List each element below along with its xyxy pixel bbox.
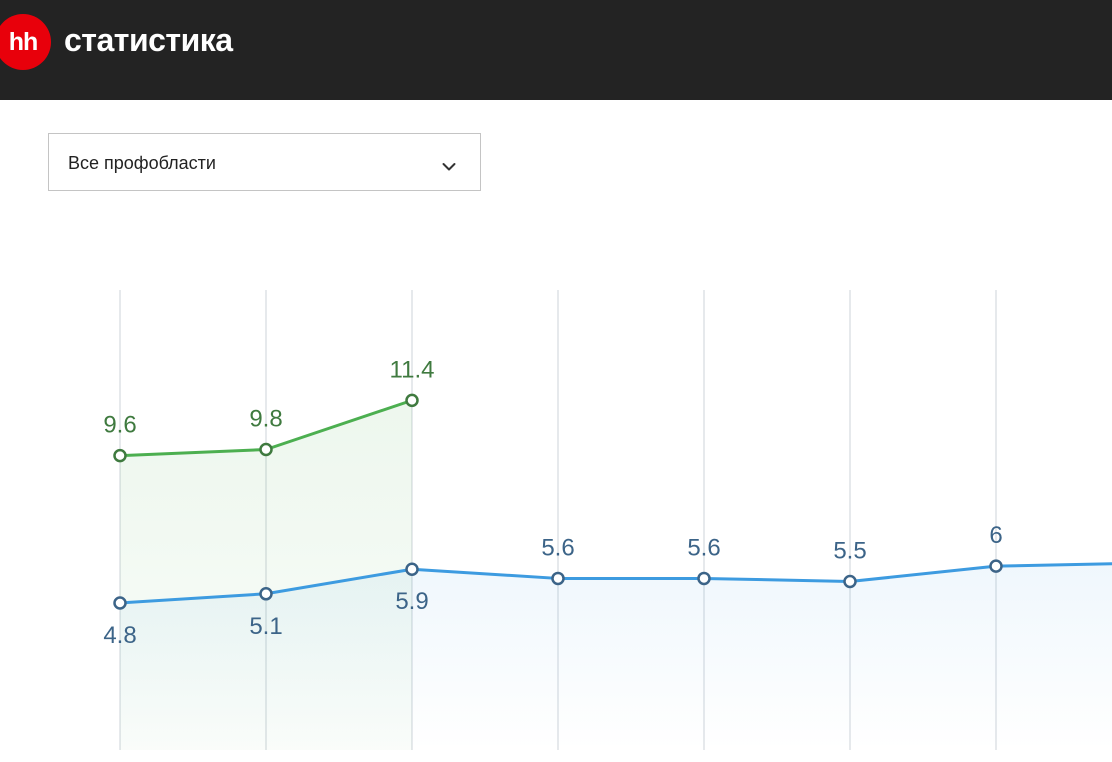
hh-logo[interactable]: hh bbox=[0, 14, 51, 70]
data-point[interactable] bbox=[989, 559, 1003, 573]
data-label: 5.6 bbox=[541, 534, 574, 561]
app-header: hh статистика bbox=[0, 0, 1112, 100]
series-area bbox=[120, 563, 1112, 750]
data-point[interactable] bbox=[259, 442, 273, 457]
data-point[interactable] bbox=[551, 571, 565, 586]
profarea-select[interactable]: Все профобласти bbox=[48, 133, 481, 191]
data-label: 9.6 bbox=[103, 412, 136, 439]
data-point[interactable] bbox=[113, 448, 127, 463]
data-label: 4.8 bbox=[103, 622, 136, 649]
chevron-down-icon bbox=[442, 163, 456, 171]
data-label: 5.6 bbox=[687, 534, 720, 561]
data-label: 11.4 bbox=[390, 356, 435, 383]
data-point[interactable] bbox=[405, 562, 419, 576]
data-point[interactable] bbox=[259, 587, 273, 601]
profarea-select-value: Все профобласти bbox=[68, 153, 216, 173]
page-title: статистика bbox=[64, 22, 233, 58]
data-label: 5.5 bbox=[833, 538, 866, 565]
data-label: 5.1 bbox=[249, 613, 282, 640]
data-point[interactable] bbox=[113, 596, 127, 610]
data-label: 9.8 bbox=[249, 406, 282, 433]
series-line bbox=[119, 562, 1112, 605]
data-label: 6 bbox=[989, 522, 1002, 549]
data-point[interactable] bbox=[843, 574, 857, 589]
data-point[interactable] bbox=[697, 571, 711, 586]
data-label: 5.9 bbox=[395, 588, 428, 615]
data-point[interactable] bbox=[405, 393, 419, 408]
